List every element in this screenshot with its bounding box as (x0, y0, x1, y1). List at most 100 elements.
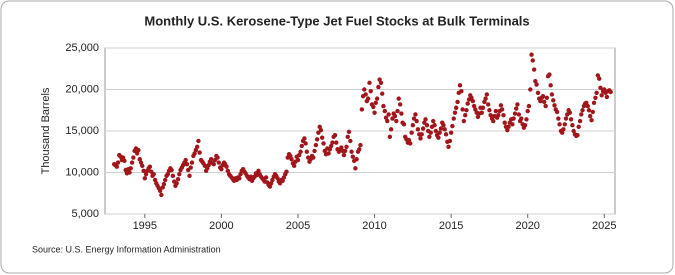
data-point (350, 154, 356, 159)
data-point (529, 52, 534, 57)
data-point (602, 87, 607, 92)
data-point (136, 147, 141, 153)
x-tick-label: 2015 (439, 220, 463, 232)
y-tick-label: 10,000 (65, 166, 99, 178)
data-point (206, 162, 211, 168)
data-point (295, 157, 301, 163)
data-point (187, 173, 192, 179)
data-point (410, 122, 416, 128)
data-point (165, 171, 170, 177)
data-point (406, 137, 412, 143)
data-point (428, 130, 433, 135)
data-point (385, 118, 390, 124)
data-point (580, 108, 585, 113)
data-point (437, 130, 442, 135)
data-point (502, 120, 507, 125)
data-point (465, 101, 470, 106)
data-point (197, 150, 202, 155)
data-point (427, 134, 432, 140)
y-tick-label: 25,000 (65, 42, 99, 54)
data-point (493, 108, 499, 114)
data-point (547, 72, 552, 77)
data-point (496, 113, 501, 118)
data-point (162, 177, 168, 183)
data-point (469, 95, 474, 101)
data-point (470, 98, 476, 104)
data-point (408, 141, 413, 146)
data-point (311, 155, 316, 160)
y-tick-label: 15,000 (65, 125, 99, 137)
data-point (399, 111, 404, 116)
data-point (304, 149, 310, 154)
data-point (128, 166, 133, 171)
data-point (415, 127, 421, 132)
data-point (498, 103, 504, 108)
y-axis-label: Thousand Barrels (40, 87, 52, 174)
data-point (505, 127, 510, 133)
data-point (397, 102, 403, 107)
data-point (459, 88, 464, 94)
data-point (455, 99, 460, 105)
data-point (451, 116, 456, 121)
data-point (475, 114, 481, 120)
data-point (114, 164, 119, 169)
data-point (386, 112, 391, 117)
data-point (280, 178, 285, 183)
data-point (579, 112, 584, 117)
data-point (115, 160, 121, 165)
data-point (461, 118, 467, 124)
x-tick-label: 1995 (133, 220, 157, 232)
data-point (298, 149, 303, 154)
data-point (423, 117, 428, 122)
data-point (554, 109, 560, 115)
data-point (319, 135, 325, 140)
data-point (382, 108, 388, 114)
x-tick-label: 2000 (209, 220, 233, 232)
data-point (358, 142, 363, 148)
data-point (142, 176, 148, 181)
data-point (387, 134, 393, 140)
data-point (388, 127, 394, 132)
data-point (599, 93, 604, 98)
data-point (317, 124, 322, 130)
data-point (594, 90, 599, 96)
data-point (563, 116, 569, 121)
data-point (368, 88, 373, 94)
data-point (216, 160, 221, 165)
data-point (381, 103, 386, 109)
data-point (473, 107, 478, 112)
x-tick-label: 2025 (592, 220, 616, 232)
data-point (362, 87, 367, 92)
data-point (557, 122, 562, 127)
data-point (595, 73, 601, 78)
data-point (159, 192, 164, 198)
data-point (122, 158, 127, 164)
data-point (540, 93, 546, 99)
x-tick-label: 2020 (515, 220, 539, 232)
data-point (442, 127, 447, 132)
data-point (151, 171, 156, 177)
data-point (453, 105, 459, 110)
data-point (344, 144, 349, 149)
data-point (590, 109, 595, 115)
data-point (482, 99, 487, 105)
data-point (188, 165, 193, 170)
data-point (413, 112, 418, 117)
y-tick-label: 5,000 (71, 208, 99, 220)
data-point (447, 138, 453, 144)
data-point (157, 188, 163, 193)
data-point (284, 169, 289, 174)
data-point (556, 116, 561, 121)
data-point (211, 162, 216, 167)
x-tick-label: 2005 (286, 220, 310, 232)
data-point (450, 123, 455, 129)
data-point (365, 96, 371, 101)
data-point (506, 124, 511, 130)
chart-title: Monthly U.S. Kerosene-Type Jet Fuel Stoc… (144, 13, 529, 28)
data-point (367, 80, 372, 86)
data-point (433, 128, 439, 134)
data-point (194, 144, 200, 149)
data-point (531, 67, 537, 72)
data-point (479, 110, 484, 115)
data-point (225, 168, 231, 174)
